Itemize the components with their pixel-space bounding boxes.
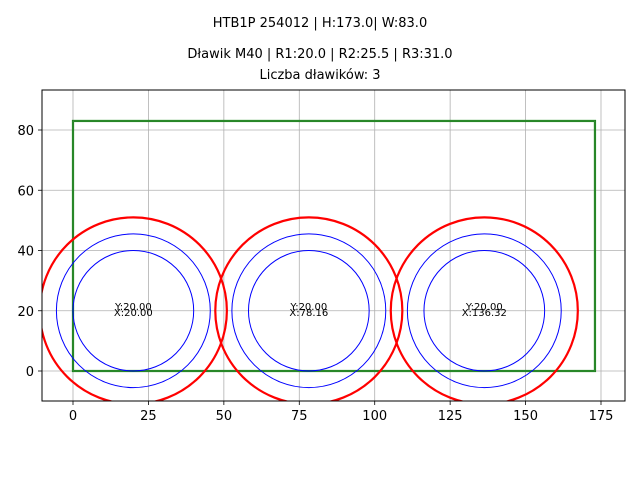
point-label-x: X:20.00 xyxy=(114,308,153,319)
circle-r1 xyxy=(423,250,546,372)
y-tick-label: 40 xyxy=(17,245,34,260)
y-tick-label: 80 xyxy=(17,124,34,139)
x-tick-label: 150 xyxy=(513,409,538,424)
y-tick-label: 0 xyxy=(26,365,34,380)
chart-title-line-2: Dławik M40 | R1:20.0 | R2:25.5 | R3:31.0 xyxy=(187,47,453,62)
x-tick-label: 75 xyxy=(291,409,308,424)
x-tick-label: 50 xyxy=(216,409,233,424)
circle-r2 xyxy=(406,233,562,389)
x-tick-label: 25 xyxy=(140,409,157,424)
circle-r3 xyxy=(42,216,228,401)
point-label-x: X:136.32 xyxy=(462,308,507,319)
chart-title-line-3: Liczba dławików: 3 xyxy=(259,68,381,83)
x-tick-label: 175 xyxy=(589,409,614,424)
x-tick-label: 100 xyxy=(362,409,387,424)
circle-r3 xyxy=(389,216,579,401)
point-label-x: X:78.16 xyxy=(289,308,328,319)
circle-r2 xyxy=(231,233,387,389)
point-label-y: Y:20.00 xyxy=(114,302,152,313)
circle-r2 xyxy=(55,233,211,389)
point-labels: Y:20.00X:20.00Y:20.00X:78.16Y:20.00X:136… xyxy=(114,302,507,319)
x-tick-label: 0 xyxy=(69,409,77,424)
y-tick-label: 20 xyxy=(17,305,34,320)
point-label-y: Y:20.00 xyxy=(465,302,503,313)
circle-r1 xyxy=(247,250,370,372)
enclosure-rectangle xyxy=(71,119,597,373)
circle-r3 xyxy=(214,216,404,401)
axes-frame xyxy=(41,89,626,402)
circle-r1 xyxy=(72,250,195,372)
enclosure-rectangle-inner xyxy=(72,120,596,372)
plot-shapes xyxy=(42,119,597,401)
axis-ticks: 0 25 50 75 100 125 150 175 0 20 40 60 80 xyxy=(17,124,613,424)
y-tick-label: 60 xyxy=(17,184,34,199)
point-label-y: Y:20.00 xyxy=(289,302,327,313)
grid-lines xyxy=(42,90,625,401)
chart-title-line-1: HTB1P 254012 | H:173.0| W:83.0 xyxy=(212,16,428,31)
x-tick-label: 125 xyxy=(438,409,463,424)
